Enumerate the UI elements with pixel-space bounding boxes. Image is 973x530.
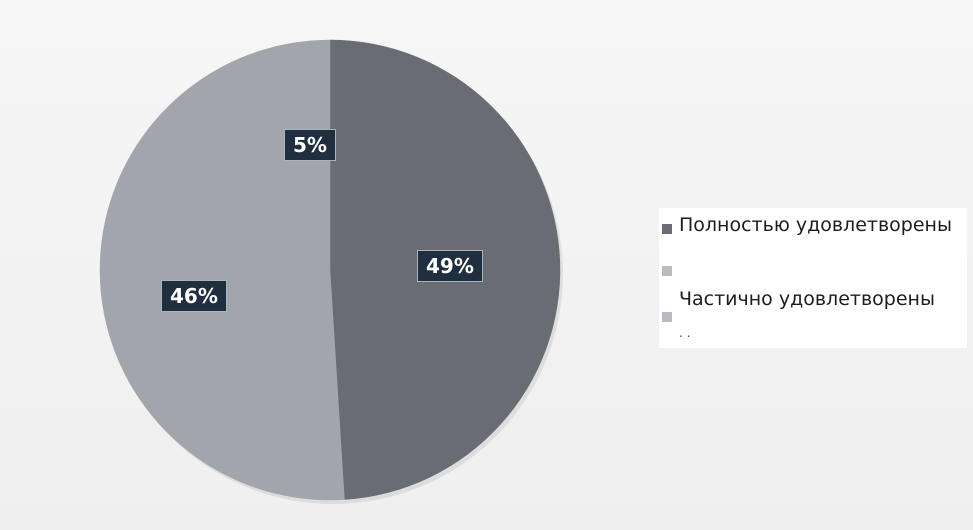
legend-swatch [662,224,672,234]
data-label-polnostyu: 49% [417,250,483,282]
legend-label: Частично удовлетворены [679,288,935,310]
legend: Полностью удовлетворены Частично удовлет… [659,208,967,348]
legend-overflow-text: . . [679,326,691,340]
legend-swatch [662,266,672,276]
data-label-chastichno: 46% [161,280,227,312]
data-label-other: 5% [284,129,336,161]
legend-label: Полностью удовлетворены [679,214,952,236]
pie-slice-chastichno [99,50,345,501]
legend-swatch [662,312,672,322]
